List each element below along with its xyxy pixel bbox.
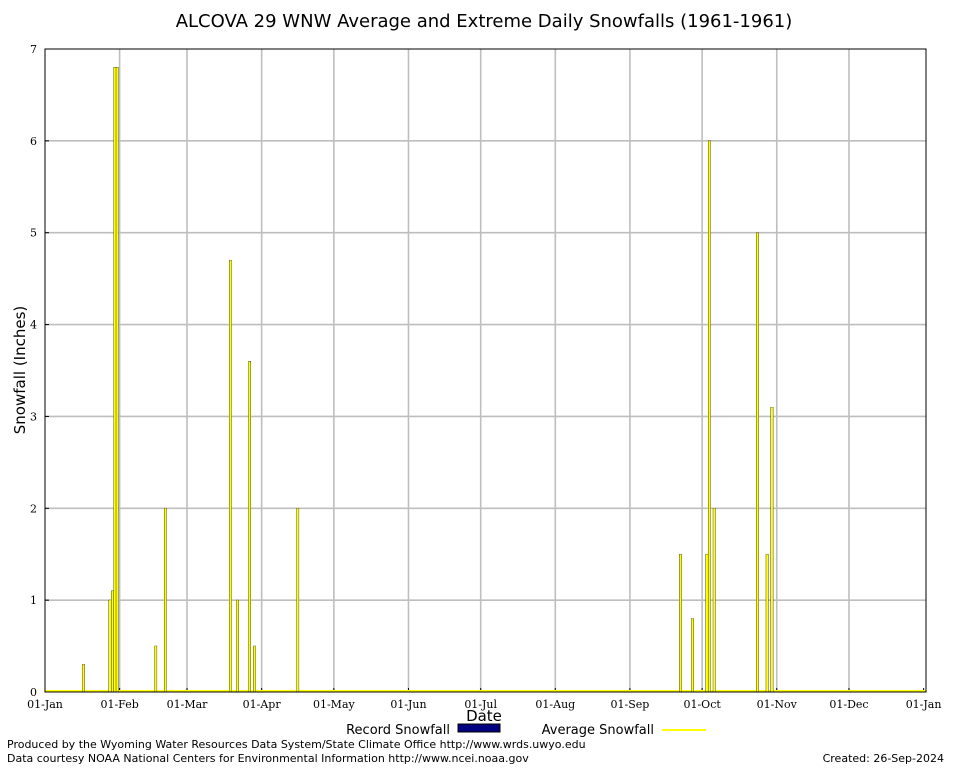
y-tick-label: 6 xyxy=(30,135,37,148)
y-tick-labels: 0 1 2 3 4 5 6 7 xyxy=(30,43,37,699)
legend: Record Snowfall Average Snowfall xyxy=(346,723,706,738)
x-tick-label: 01-May xyxy=(313,698,356,711)
x-tick-label: 01-Dec xyxy=(829,698,868,711)
legend-record-swatch xyxy=(457,723,501,733)
x-tick-labels: 01-Jan 01-Feb 01-Mar 01-Apr 01-May 01-Jun 01-J… xyxy=(27,698,941,711)
y-tick-label: 3 xyxy=(30,410,37,423)
x-tick-label: 01-Jan xyxy=(906,698,942,711)
x-tick-label: 01-Sep xyxy=(611,698,650,711)
x-tick-label: 01-Jul xyxy=(464,698,497,711)
y-tick-label: 0 xyxy=(30,686,37,699)
legend-average-label: Average Snowfall xyxy=(542,723,654,738)
footer-created: Created: 26-Sep-2024 xyxy=(823,752,944,765)
plot-frame xyxy=(44,48,927,693)
y-tick-label: 4 xyxy=(30,319,37,332)
y-tick-label: 1 xyxy=(30,594,37,607)
x-tick-label: 01-Mar xyxy=(167,698,209,711)
footer-produced-by: Produced by the Wyoming Water Resources … xyxy=(7,738,586,751)
footer-data-courtesy: Data courtesy NOAA National Centers for … xyxy=(7,752,529,765)
grid-lines xyxy=(44,48,926,693)
x-tick-label: 01-Jan xyxy=(27,698,63,711)
x-tick-label: 01-Nov xyxy=(757,698,798,711)
legend-record-label: Record Snowfall xyxy=(346,723,450,738)
y-tick-label: 7 xyxy=(30,43,37,56)
y-tick-label: 2 xyxy=(30,502,37,515)
x-tick-label: 01-Apr xyxy=(243,698,282,711)
x-tick-label: 01-Oct xyxy=(683,698,721,711)
y-axis-label: Snowfall (Inches) xyxy=(11,306,29,434)
x-tick-label: 01-Aug xyxy=(535,698,575,711)
x-tick-label: 01-Feb xyxy=(100,698,138,711)
chart-title: ALCOVA 29 WNW Average and Extreme Daily … xyxy=(176,11,793,32)
x-axis-label: Date xyxy=(466,707,502,725)
y-tick-label: 5 xyxy=(30,227,37,240)
data-bars xyxy=(45,67,926,693)
x-tick-label: 01-Jun xyxy=(390,698,426,711)
